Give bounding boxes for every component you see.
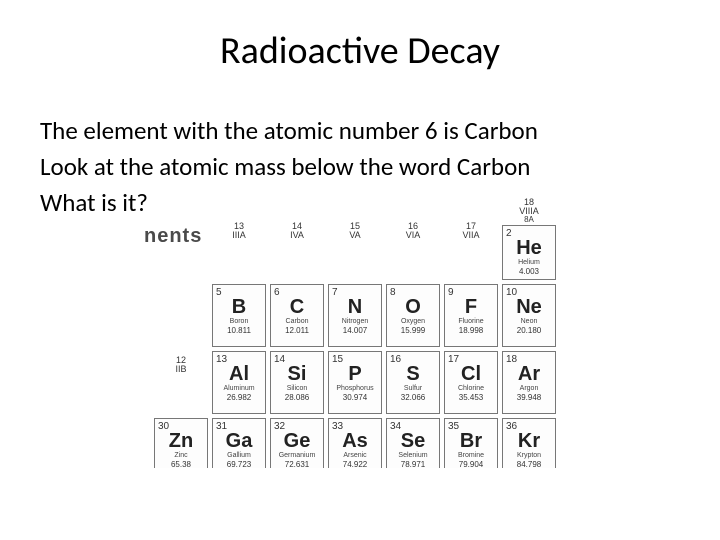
row-he: 2 He Helium 4.003 [210,223,558,282]
row-4: 30ZnZinc65.38 31GaGallium69.723 32GeGerm… [152,416,558,470]
element-as: 33AsArsenic74.922 [328,418,382,468]
element-ne: 10NeNeon20.180 [502,284,556,347]
element-al: 13AlAluminum26.982 [212,351,266,414]
element-o: 8OOxygen15.999 [386,284,440,347]
element-ar: 18ArArgon39.948 [502,351,556,414]
element-se: 34SeSelenium78.971 [386,418,440,468]
element-ga: 31GaGallium69.723 [212,418,266,468]
element-cl: 17ClChlorine35.453 [444,351,498,414]
row-3: 12IIB 13AlAluminum26.982 14SiSilicon28.0… [152,349,558,416]
group-12: 12IIB [154,353,208,377]
element-ge: 32GeGermanium72.631 [270,418,324,468]
slide-title: Radioactive Decay [40,28,680,74]
element-b: 5BBoron10.811 [212,284,266,347]
slide: Radioactive Decay The element with the a… [0,0,720,540]
element-s: 16SSulfur32.066 [386,351,440,414]
row-2: 5BBoron10.811 6CCarbon12.011 7NNitrogen1… [210,282,558,349]
element-he: 2 He Helium 4.003 [502,225,556,280]
element-br: 35BrBromine79.904 [444,418,498,468]
element-si: 14SiSilicon28.086 [270,351,324,414]
element-p: 15PPhosphorus30.974 [328,351,382,414]
body-line-3: What is it? [40,186,680,220]
element-kr: 36KrKrypton84.798 [502,418,556,468]
body-line-1: The element with the atomic number 6 is … [40,114,680,148]
body-line-2: Look at the atomic mass below the word C… [40,150,680,184]
group-18: 18VIIIA8A [502,199,556,223]
periodic-table-grid: 13IIIA 14IVA 15VA 16VIA 17VIIA 18VIIIA8A… [210,217,558,470]
element-c: 6CCarbon12.011 [270,284,324,347]
element-zn: 30ZnZinc65.38 [154,418,208,468]
element-f: 9FFluorine18.998 [444,284,498,347]
cropped-label: nents [144,225,202,248]
element-n: 7NNitrogen14.007 [328,284,382,347]
